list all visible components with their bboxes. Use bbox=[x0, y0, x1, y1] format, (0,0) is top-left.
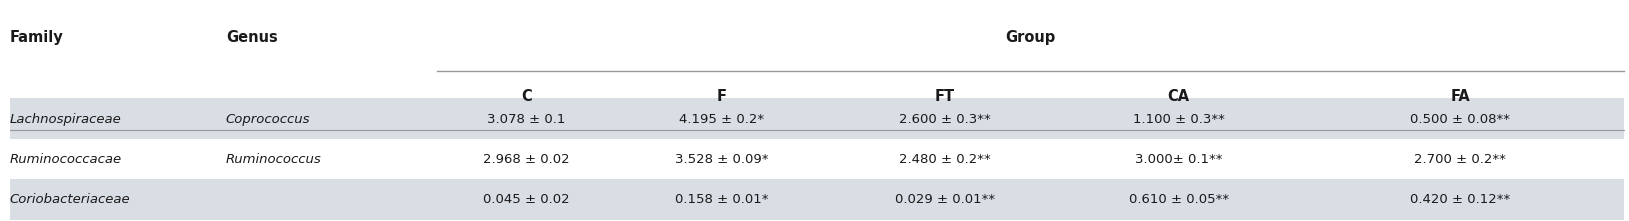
Text: Coprococcus: Coprococcus bbox=[226, 113, 310, 126]
Text: FT: FT bbox=[935, 89, 955, 104]
Text: 3.000± 0.1**: 3.000± 0.1** bbox=[1135, 153, 1222, 166]
Text: 2.700 ± 0.2**: 2.700 ± 0.2** bbox=[1414, 153, 1507, 166]
Text: 0.420 ± 0.12**: 0.420 ± 0.12** bbox=[1411, 193, 1510, 206]
FancyBboxPatch shape bbox=[10, 179, 1624, 221]
Text: 0.029 ± 0.01**: 0.029 ± 0.01** bbox=[894, 193, 995, 206]
Text: 0.045 ± 0.02: 0.045 ± 0.02 bbox=[484, 193, 570, 206]
Text: Lachnospiraceae: Lachnospiraceae bbox=[10, 113, 121, 126]
Text: CA: CA bbox=[1168, 89, 1189, 104]
Text: Family: Family bbox=[10, 30, 64, 45]
Text: 0.610 ± 0.05**: 0.610 ± 0.05** bbox=[1129, 193, 1228, 206]
Text: Ruminococcus: Ruminococcus bbox=[226, 153, 321, 166]
Text: 2.968 ± 0.02: 2.968 ± 0.02 bbox=[484, 153, 570, 166]
Text: FA: FA bbox=[1450, 89, 1469, 104]
Text: 2.480 ± 0.2**: 2.480 ± 0.2** bbox=[899, 153, 990, 166]
FancyBboxPatch shape bbox=[10, 99, 1624, 141]
Text: F: F bbox=[717, 89, 727, 104]
Text: 3.528 ± 0.09*: 3.528 ± 0.09* bbox=[674, 153, 769, 166]
Text: 0.158 ± 0.01*: 0.158 ± 0.01* bbox=[674, 193, 769, 206]
Text: Group: Group bbox=[1005, 30, 1056, 45]
Text: Genus: Genus bbox=[226, 30, 277, 45]
Text: 4.195 ± 0.2*: 4.195 ± 0.2* bbox=[679, 113, 764, 126]
FancyBboxPatch shape bbox=[10, 139, 1624, 181]
Text: 2.600 ± 0.3**: 2.600 ± 0.3** bbox=[899, 113, 990, 126]
Text: 0.500 ± 0.08**: 0.500 ± 0.08** bbox=[1411, 113, 1510, 126]
Text: Coriobacteriaceae: Coriobacteriaceae bbox=[10, 193, 130, 206]
Text: C: C bbox=[521, 89, 533, 104]
Text: 1.100 ± 0.3**: 1.100 ± 0.3** bbox=[1132, 113, 1225, 126]
Text: Ruminococcacae: Ruminococcacae bbox=[10, 153, 122, 166]
Text: 3.078 ± 0.1: 3.078 ± 0.1 bbox=[487, 113, 565, 126]
